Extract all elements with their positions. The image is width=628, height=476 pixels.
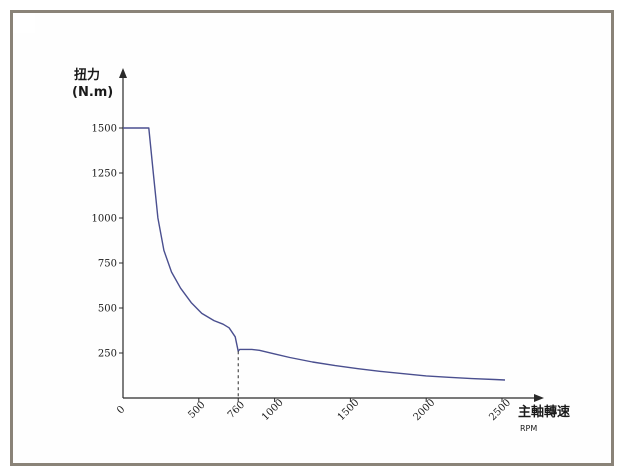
x-axis-arrow (534, 394, 544, 402)
y-tick-label: 750 (98, 259, 117, 270)
x-axis-title: 主軸轉速 (518, 404, 570, 420)
x-tick-label: 1000 (260, 397, 286, 423)
corner-mark (13, 13, 35, 33)
y-axis-title: 扭力 (74, 67, 100, 83)
x-tick-label: 2000 (412, 397, 438, 423)
chart-frame (10, 10, 614, 466)
y-tick-label: 1000 (92, 214, 117, 225)
x-tick-label: 500 (186, 400, 207, 421)
torque-curve (123, 127, 506, 381)
x-ticks: 0 500 760 1000 1500 2000 2500 (115, 397, 513, 423)
y-axis-arrow (119, 68, 127, 78)
x-tick-label: 1500 (336, 397, 362, 423)
y-tick-label: 500 (98, 304, 117, 315)
x-tick-label: 0 (115, 404, 127, 416)
x-tick-label: 760 (226, 400, 247, 421)
y-tick-label: 250 (98, 349, 117, 360)
axes (119, 68, 544, 402)
y-tick-label: 1250 (92, 169, 117, 180)
x-axis-unit: RPM (520, 424, 537, 433)
series-layer (123, 127, 506, 398)
y-tick-label: 1500 (92, 124, 117, 135)
x-tick-label: 2500 (487, 397, 513, 423)
y-ticks: 250 500 750 1000 1250 1500 (92, 124, 123, 360)
y-axis-unit: (N.m) (72, 85, 113, 100)
